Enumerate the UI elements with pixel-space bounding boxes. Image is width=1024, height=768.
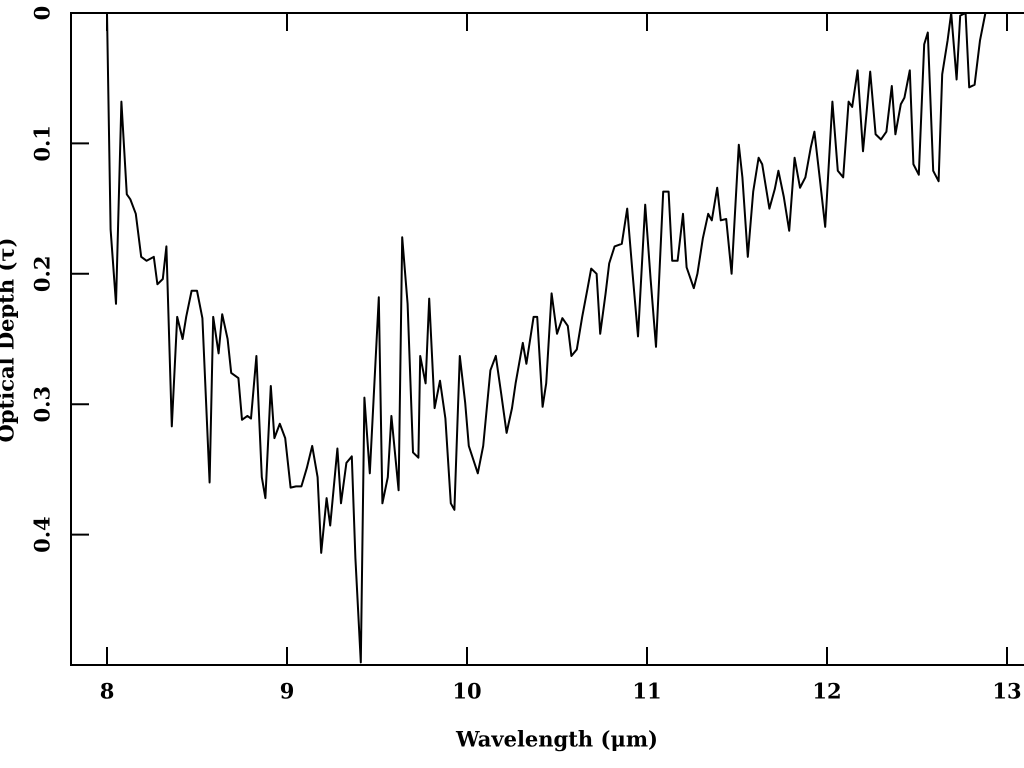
x-tick-label: 12 bbox=[812, 679, 841, 704]
x-axis-label: Wavelength (μm) bbox=[455, 727, 658, 752]
x-tick-label: 9 bbox=[280, 679, 295, 704]
y-tick-label: 0.1 bbox=[30, 125, 55, 162]
y-tick-label: 0.4 bbox=[30, 516, 55, 553]
data-line bbox=[106, 12, 987, 664]
y-tick-label: 0 bbox=[30, 6, 55, 21]
x-tick-label: 10 bbox=[452, 679, 481, 704]
x-tick-label: 8 bbox=[100, 679, 115, 704]
y-axis-label: Optical Depth (τ) bbox=[0, 238, 19, 443]
y-tick-label: 0.3 bbox=[30, 386, 55, 423]
x-tick-label: 13 bbox=[992, 679, 1021, 704]
x-tick-label: 11 bbox=[632, 679, 661, 704]
y-tick-label: 0.2 bbox=[30, 256, 55, 293]
plot-frame bbox=[70, 12, 1024, 666]
